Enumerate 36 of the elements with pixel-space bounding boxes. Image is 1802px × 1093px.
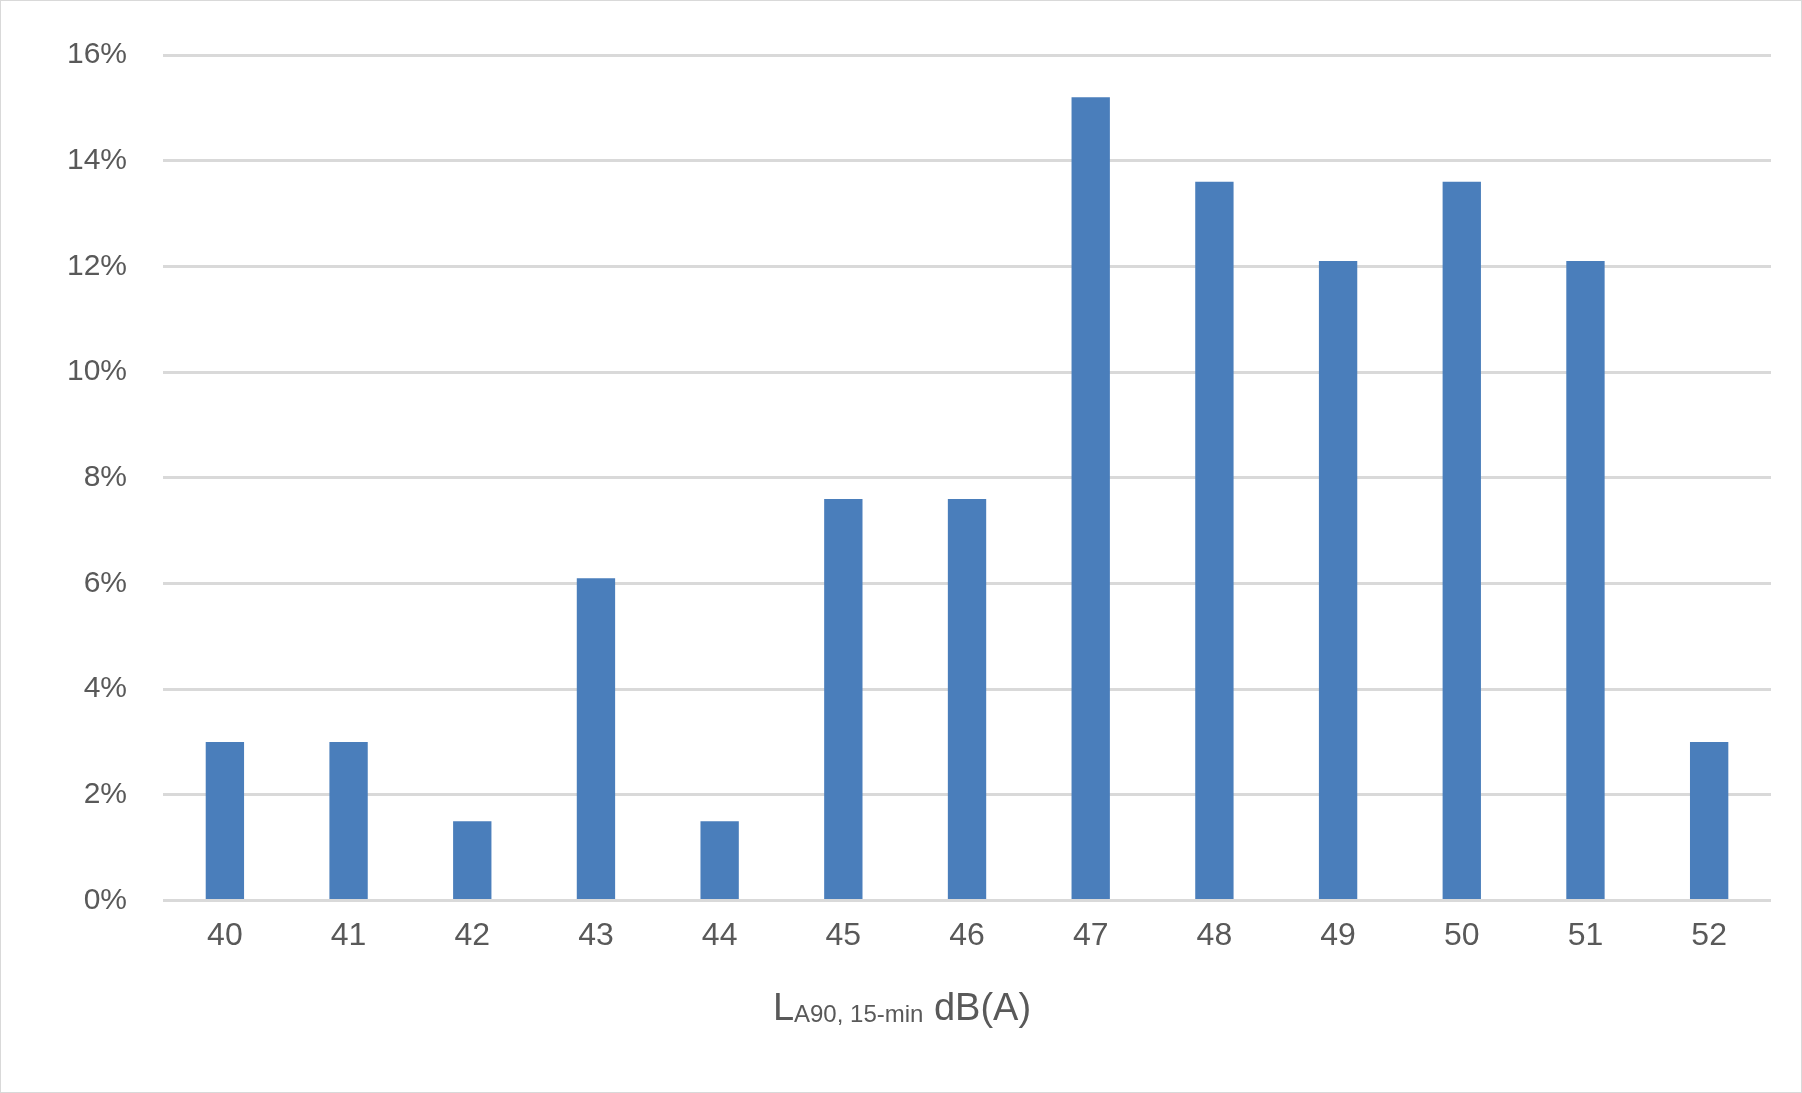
x-tick-label: 47 [1072, 915, 1109, 952]
x-tick-label: 51 [1567, 915, 1604, 952]
bar [824, 498, 863, 900]
y-tick-label: 10% [67, 353, 128, 387]
y-tick-label: 6% [83, 564, 128, 598]
bar [1318, 261, 1358, 900]
bar [205, 742, 245, 900]
x-tick-label: 44 [701, 915, 738, 952]
bar [1071, 97, 1110, 900]
x-tick-label: 48 [1196, 915, 1233, 952]
y-tick-label: 12% [67, 247, 128, 281]
x-tick-label: 42 [454, 915, 491, 952]
bar [576, 578, 616, 900]
bar [453, 821, 492, 900]
x-tick-label: 50 [1443, 915, 1480, 952]
x-tick-label: 43 [578, 915, 614, 952]
bar [1689, 742, 1729, 900]
x-tick-label: 40 [207, 915, 243, 952]
bar [700, 821, 739, 900]
bar [1566, 261, 1605, 900]
bar [947, 498, 987, 900]
x-tick-label: 46 [949, 915, 985, 952]
x-tick-label: 41 [330, 915, 367, 952]
x-axis-title: L$_{A90, 15-min}$ dB(A) [771, 986, 1033, 1029]
y-tick-label: 14% [67, 141, 128, 175]
bar [329, 742, 368, 900]
y-tick-label: 0% [83, 881, 128, 915]
bar [1195, 181, 1234, 900]
y-tick-label: 2% [83, 776, 128, 810]
x-tick-label: 49 [1320, 915, 1356, 952]
y-tick-label: 8% [83, 459, 128, 493]
y-tick-label: 4% [83, 670, 128, 704]
bar [1442, 181, 1481, 900]
y-tick-label: 16% [67, 36, 128, 70]
x-tick-label: 52 [1691, 915, 1727, 952]
x-tick-label: 45 [825, 915, 862, 952]
